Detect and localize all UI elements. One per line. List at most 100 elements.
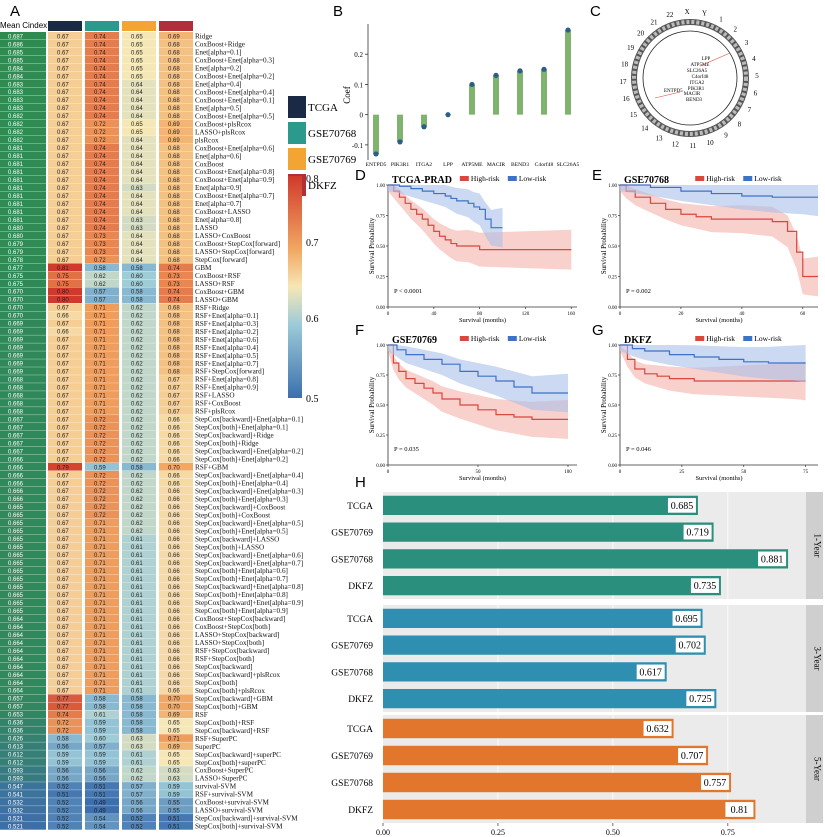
heatmap-cell-value: 0.67 [57, 114, 69, 120]
heatmap-cell [48, 47, 82, 56]
heatmap-cell [48, 494, 82, 503]
heatmap-cell [159, 47, 193, 56]
mean-cindex-cell [0, 750, 46, 758]
heatmap-cell-value: 0.66 [168, 481, 180, 487]
mean-cindex-value: 0.667 [8, 425, 24, 431]
km-title: TCGA-PRAD [392, 175, 452, 186]
mean-cindex-value: 0.666 [8, 465, 24, 471]
heatmap-cell-value: 0.62 [131, 401, 143, 407]
heatmap-cell [85, 407, 119, 415]
heatmap-cell [48, 726, 82, 734]
mean-cindex-cell [0, 790, 46, 798]
heatmap-cell [122, 191, 156, 200]
heatmap-cell [48, 638, 82, 647]
heatmap-cell-value: 0.67 [57, 98, 69, 104]
heatmap-cell-value: 0.66 [168, 601, 180, 607]
km-ci-band [388, 345, 568, 413]
heatmap-cell-value: 0.68 [168, 202, 180, 208]
km-legend-swatch-high [459, 336, 469, 341]
heatmap-row: 0.521 0.52 0.54 0.52 0.51 StepCox[backward]+s… [0, 814, 298, 823]
heatmap-cell [122, 622, 156, 631]
heatmap-cell [48, 239, 82, 248]
heatmap-cell [85, 39, 119, 48]
heatmap-cell-value: 0.67 [57, 338, 69, 344]
auc-value-box [667, 498, 696, 513]
km-y-tick-label: 0.50 [376, 404, 385, 409]
heatmap-cell [48, 103, 82, 112]
mean-cindex-cell [0, 95, 46, 104]
heatmap-cell [85, 630, 119, 639]
model-label: StepCox[backward]+superPC [195, 751, 281, 759]
mean-cindex-value: 0.612 [8, 761, 24, 767]
model-label: StepCox[both]+Enet[alpha=0.9] [195, 607, 288, 615]
heatmap-cell-value: 0.71 [94, 545, 106, 551]
auc-bar [383, 495, 698, 516]
b-x-tick-label: PIK3R1 [391, 162, 410, 168]
mean-cindex-cell [0, 598, 46, 607]
heatmap-cell [122, 103, 156, 112]
km-curve [620, 344, 806, 382]
heatmap-cell [159, 343, 193, 351]
heatmap-row: 0.665 0.67 0.71 0.61 0.66 StepCox[both]+Enet[… [0, 574, 288, 583]
heatmap-cell-value: 0.66 [168, 561, 180, 567]
heatmap-cell [159, 151, 193, 160]
mean-cindex-value: 0.684 [8, 74, 24, 80]
heatmap-cell [48, 502, 82, 511]
model-label: StepCox[both]+Enet[alpha=0.3] [195, 495, 288, 503]
heatmap-row: 0.669 0.67 0.71 0.62 0.68 RSF+Enet[alpha=0.6] [0, 335, 258, 344]
km-y-tick-label: 0.00 [608, 306, 617, 311]
model-label: plsRcox [195, 136, 219, 144]
heatmap-cell [159, 806, 193, 814]
heatmap-cell [159, 630, 193, 639]
heatmap-cell-value: 0.66 [168, 633, 180, 639]
auc-value-box [758, 551, 787, 567]
heatmap-cell [159, 119, 193, 128]
heatmap-cell-value: 0.73 [94, 242, 106, 248]
panel-label-g: G [592, 322, 604, 339]
heatmap-cell [122, 279, 156, 288]
heatmap-row: 0.664 0.67 0.71 0.61 0.66 LASSO+StepCox[backw… [0, 630, 279, 639]
heatmap-cell [122, 782, 156, 790]
heatmap-cell-value: 0.72 [94, 489, 106, 495]
heatmap-cell-value: 0.74 [94, 50, 106, 56]
heatmap-cell-value: 0.73 [94, 250, 106, 256]
model-label: LASSO+StepCox[forward] [195, 248, 274, 256]
auc-value-label: 0.735 [694, 581, 717, 592]
heatmap-cell [122, 550, 156, 559]
heatmap-cell [122, 207, 156, 216]
heatmap-cell-value: 0.67 [57, 90, 69, 96]
model-label: RSF+Enet[alpha=0.3] [195, 320, 258, 328]
auc-category-label: DKFZ [348, 695, 373, 705]
heatmap-cell-value: 0.71 [94, 601, 106, 607]
mean-cindex-cell [0, 63, 46, 72]
model-label: StepCox[backward]+Enet[alpha=0.5] [195, 519, 303, 527]
mean-cindex-header: Mean Cindex [0, 21, 47, 30]
heatmap-cell-value: 0.68 [168, 314, 180, 320]
mean-cindex-cell [0, 127, 46, 136]
heatmap-cell-value: 0.61 [131, 553, 143, 559]
km-legend-swatch-low [743, 336, 753, 341]
heatmap-row: 0.678 0.67 0.72 0.64 0.68 StepCox[forward] [0, 255, 247, 264]
heatmap-cell-value: 0.67 [57, 146, 69, 152]
km-y-tick-label: 0.00 [376, 306, 385, 311]
heatmap-cell-value: 0.67 [168, 393, 180, 399]
heatmap-cell [122, 127, 156, 136]
heatmap-cell [48, 119, 82, 128]
heatmap-cell-value: 0.67 [57, 457, 69, 463]
heatmap-cell [85, 494, 119, 503]
heatmap-cell [85, 534, 119, 543]
mean-cindex-cell [0, 662, 46, 671]
heatmap-cell [48, 590, 82, 599]
heatmap-cell [159, 574, 193, 583]
heatmap-cell [48, 814, 82, 822]
heatmap-cell [48, 55, 82, 64]
heatmap-cell [48, 526, 82, 535]
heatmap-cell [48, 446, 82, 455]
heatmap-cell-value: 0.74 [168, 290, 180, 296]
model-label: StepCox[both]+Enet[alpha=0.1] [195, 424, 288, 432]
heatmap-row: 0.682 0.67 0.72 0.65 0.69 CoxBoost+plsRcox [0, 119, 252, 128]
heatmap-cell [48, 654, 82, 663]
mean-cindex-cell [0, 319, 46, 327]
heatmap-cell [48, 782, 82, 790]
heatmap-cell [159, 335, 193, 343]
